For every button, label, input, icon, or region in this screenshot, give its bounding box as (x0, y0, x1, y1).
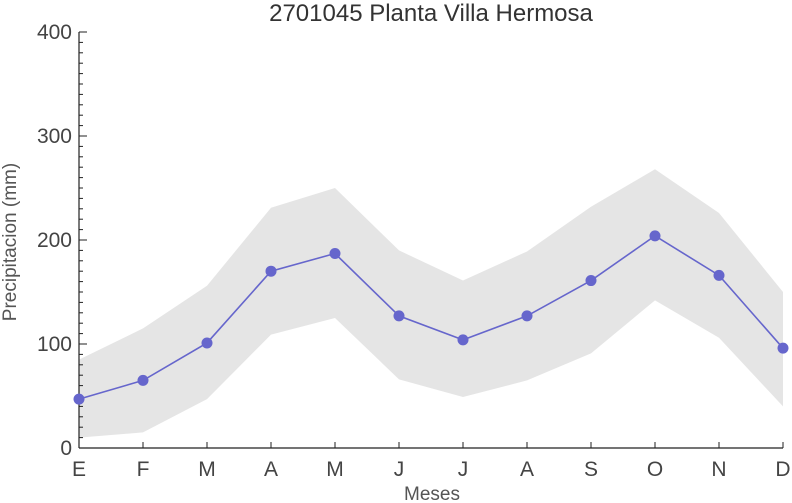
y-tick-label: 100 (37, 333, 72, 356)
x-tick-label: S (584, 458, 598, 481)
x-tick-label: M (198, 458, 216, 481)
range-band (79, 169, 783, 438)
data-point (713, 269, 725, 281)
axes (78, 31, 784, 449)
x-tick-label: O (647, 458, 663, 481)
data-point (393, 310, 405, 322)
y-tick-label: 400 (37, 21, 72, 44)
x-tick-label: A (264, 458, 278, 481)
data-point (137, 374, 149, 386)
x-tick-label: N (711, 458, 726, 481)
range-band-layer (79, 169, 783, 438)
y-tick-label: 300 (37, 125, 72, 148)
series-layer (73, 230, 789, 405)
data-point (329, 248, 341, 260)
x-tick-label: M (326, 458, 344, 481)
data-point (777, 342, 789, 354)
data-point (521, 310, 533, 322)
x-axis-label: Meses (404, 484, 460, 503)
y-axis-label: Precipitacion (mm) (0, 163, 21, 321)
data-point (649, 230, 661, 242)
series-line (78, 234, 784, 400)
data-point (201, 337, 213, 349)
chart-title: 2701045 Planta Villa Hermosa (269, 0, 593, 27)
data-point (585, 275, 597, 287)
x-tick-label: E (72, 458, 86, 481)
y-tick-label: 200 (37, 229, 72, 252)
data-point (457, 334, 469, 346)
tick-labels: 0 100 200 300 400 E F M A M J J A S O N D (37, 21, 791, 481)
x-tick-label: D (775, 458, 790, 481)
x-tick-label: F (137, 458, 150, 481)
x-tick-label: J (394, 458, 405, 481)
y-tick-label: 0 (60, 437, 72, 460)
data-point (73, 393, 85, 405)
data-point (265, 265, 277, 277)
x-tick-label: J (458, 458, 469, 481)
x-tick-label: A (520, 458, 534, 481)
